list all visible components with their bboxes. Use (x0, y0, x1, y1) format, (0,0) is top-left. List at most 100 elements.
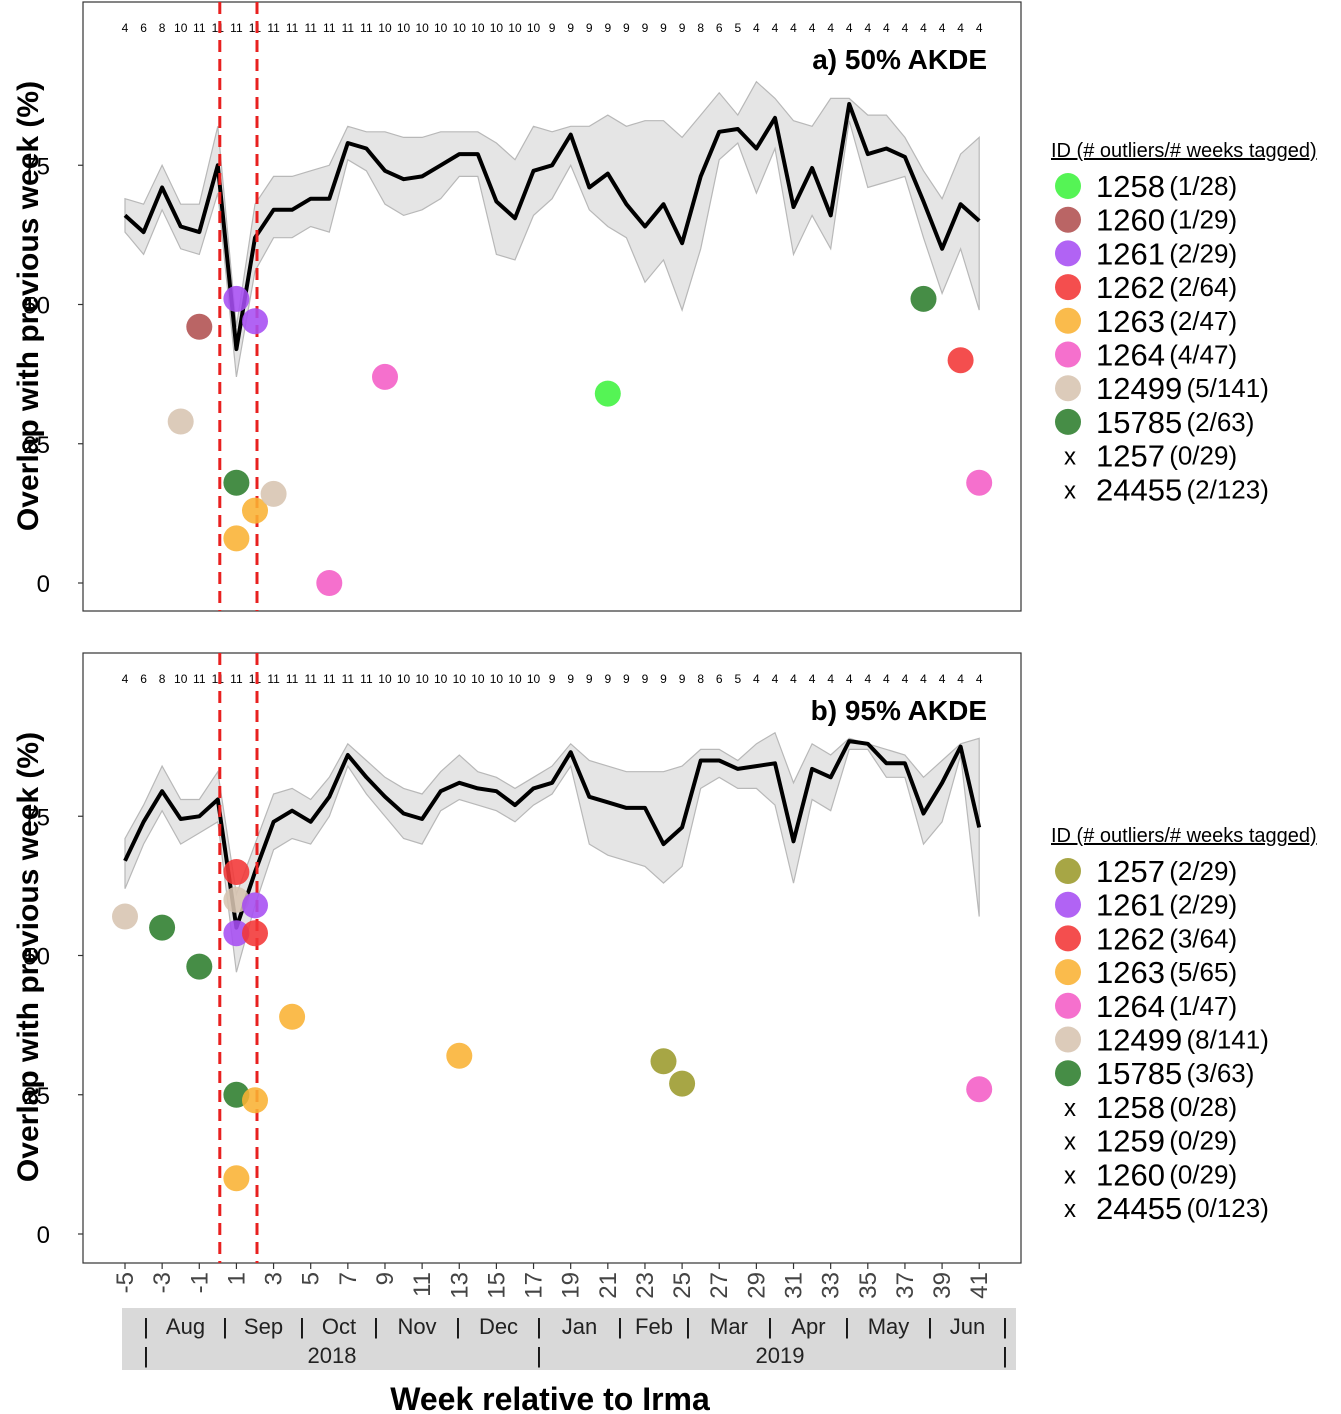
count-label: 9 (567, 21, 574, 35)
count-label: 9 (604, 672, 611, 686)
count-label: 9 (679, 672, 686, 686)
month-separator: | (143, 1314, 149, 1339)
legend-item-12499: 12499 (8/141) (1055, 1023, 1269, 1058)
legend-id: 1264 (1096, 338, 1165, 373)
outlier-point-12499 (260, 480, 287, 507)
count-label: 4 (883, 672, 890, 686)
legend-id: 15785 (1096, 1056, 1182, 1091)
legend-marker-dot (1055, 1026, 1081, 1053)
legend-count: (0/29) (1169, 441, 1237, 471)
legend-marker-x: x (1064, 1162, 1076, 1189)
count-label: 4 (976, 21, 983, 35)
month-separator: | (1002, 1314, 1008, 1339)
plot-frame (82, 652, 1022, 1264)
outlier-point-15785 (910, 285, 937, 312)
legend-count: (1/47) (1169, 991, 1237, 1021)
legend-id: 1258 (1096, 169, 1165, 204)
legend-id: 12499 (1096, 371, 1182, 406)
y-tick-label: 50 (23, 944, 50, 971)
legend-marker-dot (1055, 375, 1081, 402)
legend-id: 15785 (1096, 405, 1182, 440)
y-axis-title: Overlap with previous week (%) (12, 732, 45, 1182)
legend-id: 1259 (1096, 1124, 1165, 1159)
count-label: 10 (471, 672, 485, 686)
legend-marker-dot (1055, 206, 1081, 233)
month-label: Jan (562, 1314, 597, 1339)
count-label: 11 (267, 21, 280, 35)
legend-item-15785: 15785 (3/63) (1055, 1056, 1254, 1091)
count-label: 9 (623, 21, 630, 35)
count-label: 11 (304, 672, 317, 686)
count-label: 11 (323, 21, 336, 35)
x-tick-label: 11 (409, 1272, 436, 1297)
outlier-point-1257 (669, 1070, 696, 1097)
legend-item-1259: x 1259 (0/29) (1064, 1124, 1237, 1159)
legend-id: 1262 (1096, 270, 1165, 305)
count-label: 11 (342, 672, 355, 686)
y-tick-label: 75 (23, 153, 50, 180)
month-label: Feb (635, 1314, 673, 1339)
legend-item-1263: 1263 (2/47) (1055, 304, 1237, 339)
legend-id: 1260 (1096, 203, 1165, 238)
count-label: 10 (174, 672, 188, 686)
month-separator: | (844, 1314, 850, 1339)
legend-marker-dot (1055, 959, 1081, 986)
legend-id: 24455 (1096, 1191, 1182, 1226)
legend-count: (1/29) (1169, 205, 1237, 235)
month-label: May (868, 1314, 910, 1339)
outlier-point-1261 (223, 920, 250, 947)
count-label: 9 (660, 672, 667, 686)
count-label: 4 (790, 672, 797, 686)
month-label: Apr (791, 1314, 825, 1339)
y-tick-label: 25 (23, 1083, 50, 1110)
x-tick-label: 37 (892, 1272, 919, 1299)
count-label: 10 (508, 21, 522, 35)
x-tick-label: 41 (966, 1272, 993, 1299)
year-separator: | (1002, 1343, 1008, 1368)
legend-id: 1261 (1096, 236, 1165, 271)
count-label: 11 (193, 672, 206, 686)
count-label: 11 (360, 21, 373, 35)
legend-item-1262: 1262 (2/64) (1055, 270, 1237, 305)
legend-id: 1262 (1096, 921, 1165, 956)
legend-count: (1/28) (1169, 171, 1237, 201)
count-label: 9 (642, 672, 649, 686)
count-label: 10 (397, 21, 411, 35)
count-label: 4 (939, 672, 946, 686)
count-label: 10 (453, 21, 467, 35)
outlier-point-1263 (223, 1165, 250, 1192)
legend-count: (2/63) (1187, 407, 1255, 437)
legend-marker-dot (1055, 240, 1081, 267)
panel-title: b) 95% AKDE (811, 695, 987, 726)
month-separator: | (455, 1314, 461, 1339)
x-tick-label: 17 (521, 1272, 548, 1299)
count-label: 4 (920, 21, 927, 35)
y-tick-label: 0 (37, 571, 50, 598)
outlier-point-1261 (223, 285, 250, 312)
y-tick-label: 50 (23, 293, 50, 320)
count-label: 6 (716, 672, 723, 686)
x-tick-label: -3 (149, 1272, 176, 1293)
legend-item-1264: 1264 (4/47) (1055, 338, 1237, 373)
month-separator: | (299, 1314, 305, 1339)
x-tick-label: 15 (483, 1272, 510, 1299)
legend-id: 1260 (1096, 1157, 1165, 1192)
count-label: 4 (957, 21, 964, 35)
count-label: 5 (734, 21, 741, 35)
count-label: 10 (453, 672, 467, 686)
outlier-point-1264 (966, 1076, 993, 1103)
count-label: 8 (697, 21, 704, 35)
count-label: 4 (846, 21, 853, 35)
count-label: 11 (286, 21, 299, 35)
y-tick-label: 0 (37, 1222, 50, 1249)
count-label: 11 (360, 672, 373, 686)
x-tick-label: 5 (298, 1272, 325, 1285)
outlier-point-1263 (242, 497, 268, 524)
legend-marker-dot (1055, 173, 1081, 199)
count-label: 8 (697, 672, 704, 686)
count-label: 11 (286, 672, 299, 686)
month-separator: | (222, 1314, 228, 1339)
count-label: 5 (734, 672, 741, 686)
count-label: 9 (549, 672, 556, 686)
